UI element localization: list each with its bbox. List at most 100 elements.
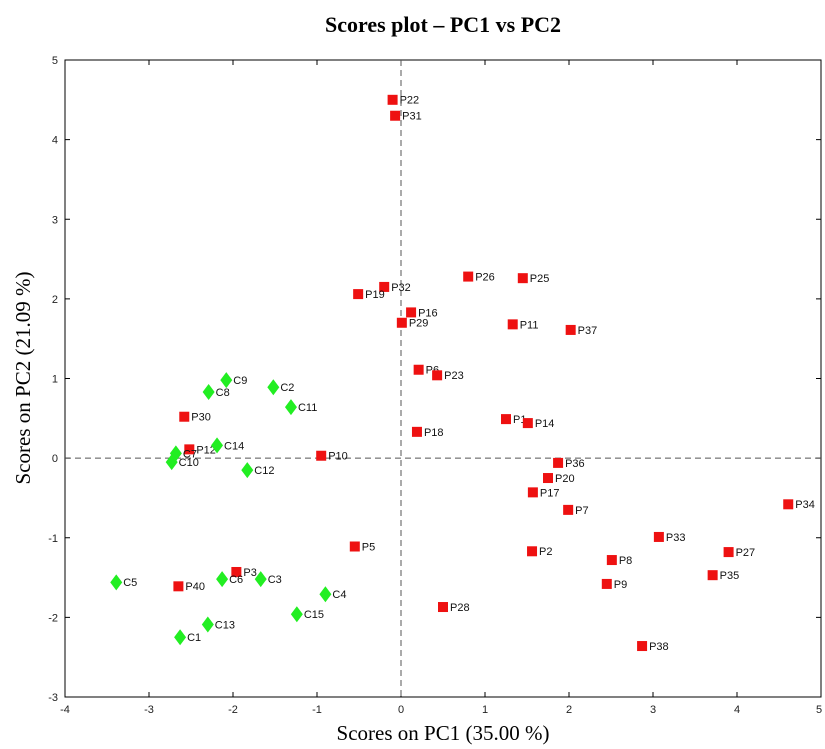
point: [411, 426, 422, 437]
point: [406, 307, 417, 318]
point-label: P35: [720, 570, 740, 582]
point: [284, 399, 297, 416]
point-label: P34: [795, 499, 815, 511]
point-label: C5: [123, 577, 137, 589]
point: [553, 457, 564, 468]
point-label: P23: [444, 370, 464, 382]
point-label: C3: [268, 574, 282, 586]
point-label: P30: [191, 412, 211, 424]
point-label: P22: [400, 95, 420, 107]
y-tick-label: 1: [52, 374, 58, 386]
point-label: P14: [535, 418, 555, 430]
point-label: C6: [229, 574, 243, 586]
point-label: P31: [402, 111, 422, 123]
point-label: C8: [216, 387, 230, 399]
point: [220, 372, 233, 389]
point-label: P12: [196, 444, 216, 456]
plot-frame: [64, 59, 822, 698]
y-tick-label: 2: [52, 294, 58, 306]
point-label: C10: [179, 457, 199, 469]
point-label: P36: [565, 458, 585, 470]
point-label: C9: [233, 375, 247, 387]
point-label: P17: [540, 487, 560, 499]
point-label: P16: [418, 307, 438, 319]
point-label: C1: [187, 632, 201, 644]
point-label: P38: [649, 641, 669, 653]
point: [349, 541, 360, 552]
point-label: C15: [304, 609, 324, 621]
point: [201, 616, 214, 633]
point-label: P19: [365, 289, 385, 301]
point: [707, 570, 718, 581]
point: [653, 531, 664, 542]
point: [432, 370, 443, 381]
y-tick-label: 3: [52, 214, 58, 226]
point-label: P37: [578, 325, 598, 337]
y-axis-label: Scores on PC2 (21.09 %): [11, 272, 35, 485]
y-tick-label: -2: [48, 612, 58, 624]
point: [174, 629, 187, 646]
point: [165, 454, 178, 471]
point-label: P7: [575, 505, 588, 517]
point-label: C11: [298, 402, 317, 414]
point-label: C7: [183, 448, 197, 460]
x-tick-label: -2: [228, 704, 238, 716]
point-label: C4: [332, 589, 346, 601]
point: [507, 319, 518, 330]
point: [563, 504, 574, 515]
x-tick-label: -3: [144, 704, 154, 716]
point: [379, 281, 390, 292]
x-tick-label: 0: [398, 704, 404, 716]
point: [606, 555, 617, 566]
point: [517, 273, 528, 284]
point: [396, 317, 407, 328]
x-tick-label: -4: [60, 704, 70, 716]
point: [110, 574, 123, 591]
chart-title: Scores plot – PC1 vs PC2: [325, 12, 561, 37]
point: [319, 586, 332, 603]
y-tick-label: -1: [48, 533, 58, 545]
point-label: P8: [619, 555, 632, 567]
point: [254, 571, 267, 588]
point-label: P9: [614, 579, 627, 591]
point-label: C12: [254, 465, 274, 477]
point: [387, 94, 398, 105]
point-label: C14: [224, 440, 244, 452]
point-label: P20: [555, 473, 575, 485]
point-label: P33: [666, 532, 686, 544]
y-tick-label: -3: [48, 692, 58, 704]
point: [353, 289, 364, 300]
point: [601, 578, 612, 589]
x-tick-label: 5: [816, 704, 822, 716]
point: [290, 606, 303, 623]
point-label: P10: [328, 451, 348, 463]
point: [241, 462, 254, 479]
point: [267, 379, 280, 396]
point: [179, 411, 190, 422]
point-label: C2: [280, 382, 294, 394]
point-label: P40: [185, 581, 205, 593]
point-label: P3: [243, 567, 256, 579]
point-label: P27: [736, 547, 756, 559]
point-label: P29: [409, 318, 429, 330]
point-label: P18: [424, 427, 444, 439]
point-label: P32: [391, 282, 411, 294]
point: [316, 450, 327, 461]
point: [527, 546, 538, 557]
point: [522, 418, 533, 429]
point-label: P5: [362, 541, 375, 553]
y-tick-label: 4: [52, 135, 58, 147]
point: [565, 324, 576, 335]
point: [216, 571, 229, 588]
y-tick-label: 5: [52, 55, 58, 67]
x-tick-label: 4: [734, 704, 740, 716]
point: [501, 414, 511, 425]
point-label: P2: [539, 546, 552, 558]
point: [527, 487, 538, 498]
y-tick-label: 0: [52, 453, 58, 465]
point: [211, 437, 224, 454]
point: [413, 364, 424, 375]
point: [543, 473, 553, 484]
